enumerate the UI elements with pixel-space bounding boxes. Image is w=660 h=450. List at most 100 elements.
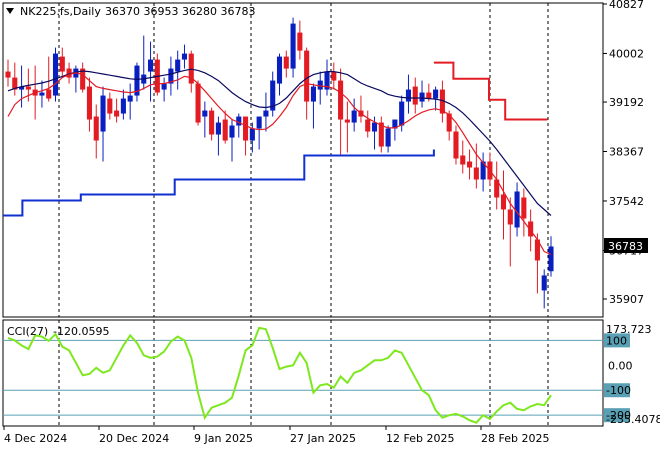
candle-body: [290, 23, 296, 69]
last-price-marker: [604, 238, 648, 253]
candle-body: [473, 167, 479, 180]
price-tick-label: 35907: [609, 293, 644, 306]
candle-body: [5, 71, 11, 78]
candle-body: [541, 275, 547, 291]
price-tick-label: 37542: [609, 195, 644, 208]
candle-body: [521, 197, 527, 219]
candle-body: [344, 119, 350, 123]
candle-body: [270, 80, 276, 111]
candle-body: [351, 110, 357, 123]
collapse-triangle-icon[interactable]: [6, 8, 14, 14]
cci-level-lines: [3, 339, 603, 416]
candle-body: [446, 113, 452, 132]
candle-body: [392, 119, 398, 129]
candle-body: [66, 68, 72, 78]
cci-top-label: 173.723: [606, 323, 652, 336]
candle-body: [80, 68, 86, 90]
candle-body: [378, 122, 384, 147]
candle-body: [175, 59, 181, 72]
candle-body: [263, 110, 269, 117]
candle-body: [59, 56, 65, 72]
candle-body: [419, 92, 425, 102]
candle-body: [181, 53, 188, 60]
candle-body: [385, 128, 391, 147]
fast-moving-average-line: [7, 72, 552, 256]
cci-level-label: -100: [606, 384, 631, 397]
candle-body: [439, 89, 445, 114]
candle-body: [52, 53, 59, 96]
cci-value: -120.0595: [53, 325, 109, 338]
candle-body: [317, 80, 323, 90]
candle-body: [467, 161, 473, 168]
candlestick-series: [5, 17, 554, 309]
candle-body: [168, 68, 174, 84]
candle-body: [147, 59, 154, 72]
candle-body: [514, 191, 520, 228]
candle-body: [114, 110, 120, 117]
candle-body: [46, 89, 52, 99]
candle-body: [426, 92, 432, 99]
price-tick-label: 39192: [609, 96, 644, 109]
price-tick-label: 40002: [609, 47, 644, 60]
candle-body: [365, 119, 371, 132]
candle-body: [324, 71, 330, 90]
price-pane-frame: [2, 2, 604, 318]
price-tick-label: 38367: [609, 146, 644, 159]
resistance-level-line: [433, 61, 548, 121]
candle-body: [433, 89, 439, 99]
cci-line: [7, 326, 552, 424]
cci-level-badge: [604, 333, 630, 348]
indicator-pane-frame: [2, 319, 604, 427]
time-axis: 4 Dec 2024 20 Dec 2024 9 Jan 2025 27 Jan 20…: [3, 426, 549, 445]
candle-body: [405, 89, 412, 102]
candle-body: [39, 92, 45, 96]
price-tick-label: 40827: [609, 0, 644, 11]
overlay-lines: [3, 61, 552, 256]
candle-body: [534, 239, 540, 261]
candle-body: [256, 116, 262, 129]
candle-body: [229, 125, 235, 138]
cci-level-badge: [604, 383, 630, 398]
candle-body: [460, 155, 466, 165]
candle-body: [222, 119, 228, 141]
candle-body: [297, 32, 303, 51]
time-tick-label: 9 Jan 2025: [194, 432, 253, 445]
candle-body: [494, 179, 500, 198]
last-price-label: 36783: [608, 240, 643, 253]
candle-body: [86, 86, 92, 120]
time-tick-label: 27 Jan 2025: [290, 432, 356, 445]
candle-body: [338, 80, 344, 120]
candle-body: [236, 116, 242, 126]
candle-body: [202, 110, 208, 117]
candle-body: [161, 83, 167, 90]
candle-body: [304, 50, 310, 102]
candle-body: [12, 77, 18, 90]
indicator-axis: 100 0.00 -100 -200: [604, 333, 633, 423]
time-tick-label: 4 Dec 2024: [4, 432, 67, 445]
candle-body: [412, 86, 418, 105]
candle-body: [93, 116, 99, 141]
cci-level-label: 100: [606, 334, 627, 347]
cci-level-label: -200: [606, 409, 631, 422]
symbol-label: NK225.fs,Daily: [20, 5, 101, 18]
cci-label: CCI(27): [7, 325, 48, 338]
candle-body: [548, 246, 554, 272]
candle-body: [276, 56, 283, 84]
slow-moving-average-line: [7, 68, 552, 216]
candle-body: [195, 83, 201, 123]
candle-body: [127, 95, 133, 102]
time-tick-label: 20 Dec 2024: [99, 432, 169, 445]
candle-body: [188, 53, 194, 84]
time-tick-label: 28 Feb 2025: [481, 432, 549, 445]
candle-body: [399, 101, 405, 126]
candle-body: [480, 161, 486, 180]
time-tick-label: 12 Feb 2025: [386, 432, 454, 445]
cci-level-badge: [604, 408, 630, 423]
candle-body: [19, 86, 25, 90]
ohlc-readout: 36370 36953 36280 36783: [105, 5, 255, 18]
candle-body: [215, 122, 221, 135]
candle-body: [331, 71, 337, 81]
candle-body: [283, 56, 289, 69]
